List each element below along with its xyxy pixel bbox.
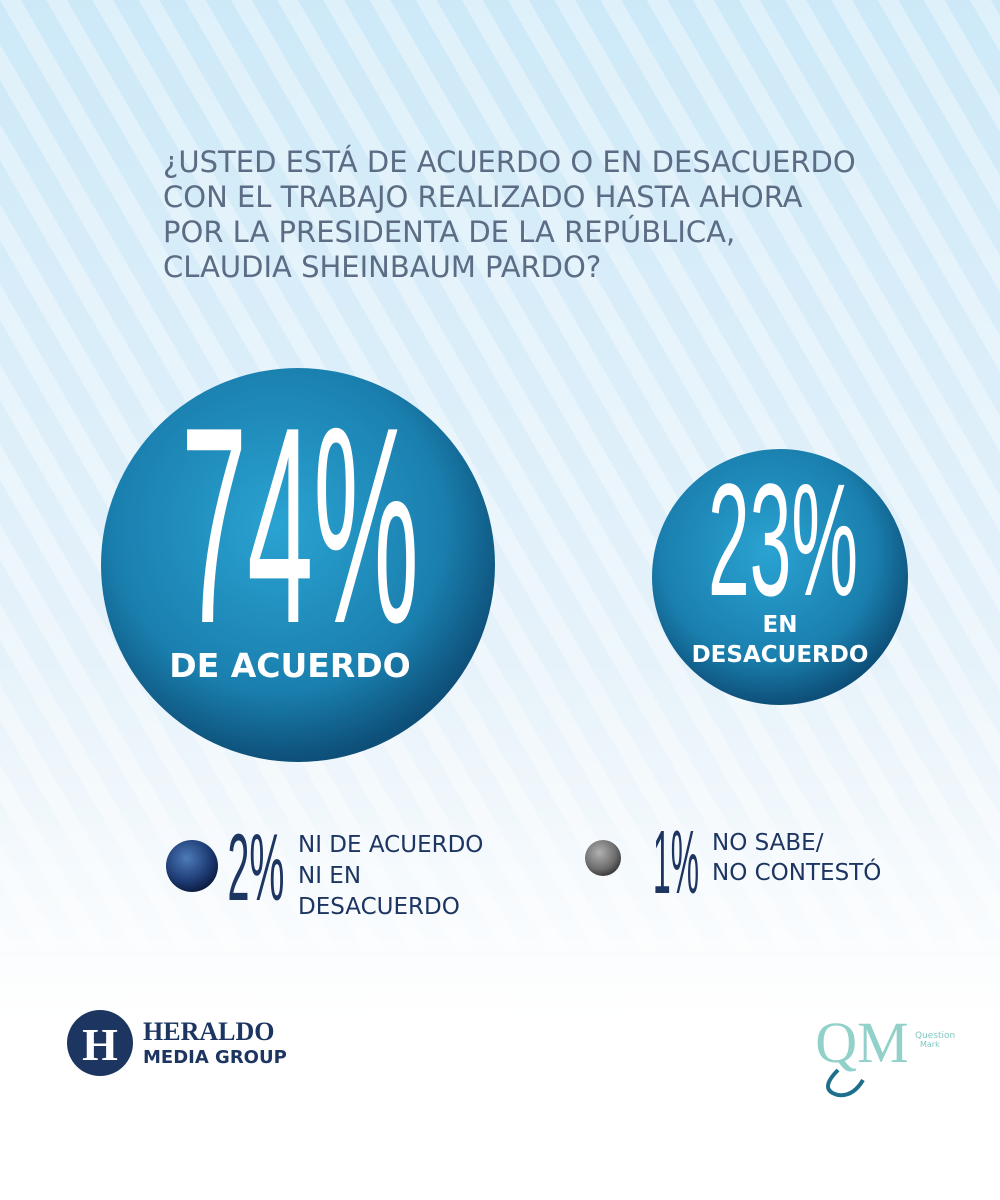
- result-label: NI EN: [298, 863, 361, 889]
- logo-text: Mark: [920, 1040, 940, 1049]
- result-label: NI DE ACUERDO: [298, 832, 483, 858]
- logo-swirl: [826, 1068, 865, 1098]
- question-line: CON EL TRABAJO REALIZADO HASTA AHORA: [163, 180, 803, 214]
- percent: 23%: [708, 450, 858, 629]
- dot: [585, 840, 621, 876]
- bubble: [652, 449, 908, 705]
- result-label: EN: [763, 612, 798, 638]
- logo-icon: H: [82, 1019, 118, 1070]
- question-line: ¿USTED ESTÁ DE ACUERDO O EN DESACUERDO: [163, 145, 856, 179]
- logo-icon: QM: [815, 1010, 908, 1075]
- question-line: CLAUDIA SHEINBAUM PARDO?: [163, 250, 601, 284]
- percent: 74%: [181, 370, 419, 682]
- result-label: DESACUERDO: [692, 642, 869, 668]
- logo-text: HERALDO: [143, 1017, 274, 1046]
- logo-text: MEDIA GROUP: [143, 1047, 287, 1068]
- logo-circle: [67, 1010, 133, 1076]
- percent: 1%: [653, 813, 699, 913]
- result-label: NO SABE/: [712, 830, 824, 856]
- result-label: DE ACUERDO: [169, 646, 410, 685]
- percent: 2%: [228, 815, 285, 921]
- logo-text: Question: [915, 1031, 955, 1041]
- result-label: DESACUERDO: [298, 894, 460, 920]
- result-label: NO CONTESTÓ: [712, 858, 881, 886]
- dot: [166, 840, 218, 892]
- bubble: [101, 368, 495, 762]
- question-line: POR LA PRESIDENTA DE LA REPÚBLICA,: [163, 215, 735, 249]
